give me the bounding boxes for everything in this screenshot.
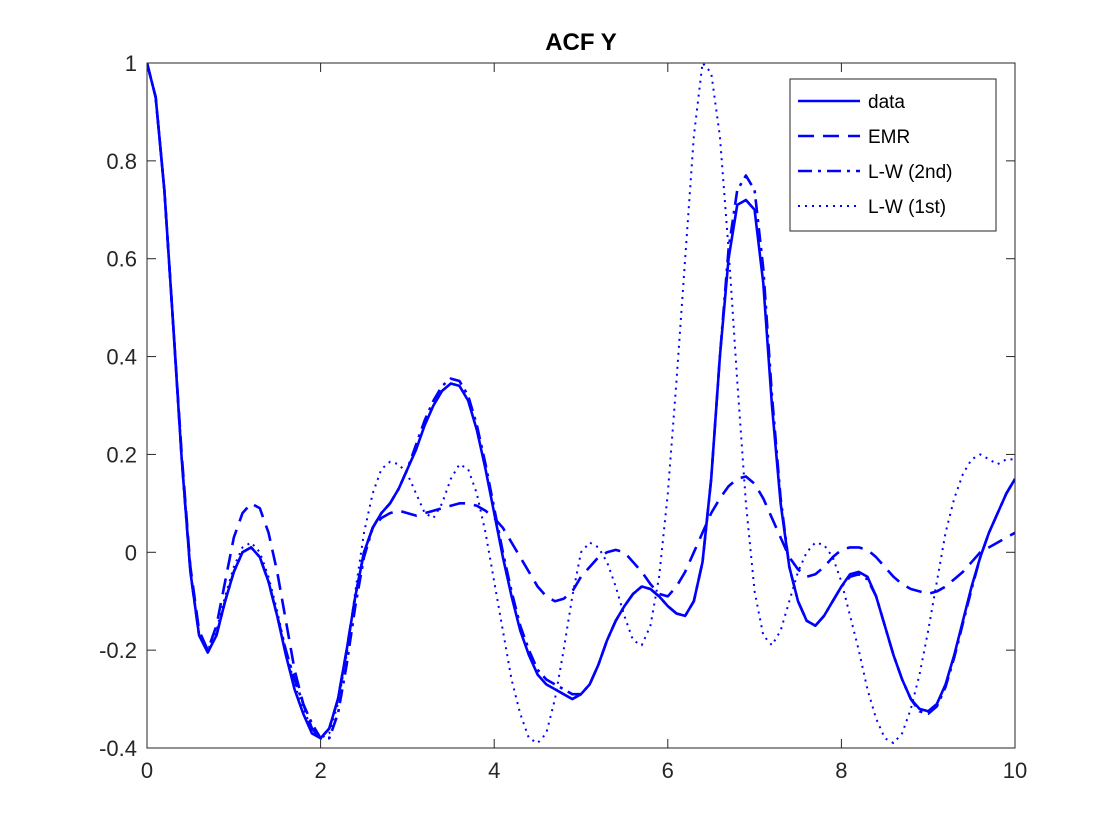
y-tick-label: -0.4: [99, 736, 137, 761]
x-tick-label: 2: [314, 758, 326, 783]
y-tick-label: 0.2: [106, 442, 137, 467]
legend: data EMR L-W (2nd) L-W (1st): [789, 78, 997, 232]
legend-label: L-W (2nd): [868, 162, 952, 183]
tick-labels-layer: 0 2 4 6 8 10 -0.4 -0.2 0 0.2 0.4 0.6 0.8 1: [99, 51, 1027, 783]
series-line-emr: [147, 63, 1015, 740]
legend-box: [789, 78, 997, 232]
y-tick-label: 1: [125, 51, 137, 76]
x-tick-label: 0: [141, 758, 153, 783]
legend-label: L-W (1st): [868, 197, 946, 218]
y-tick-label: 0.8: [106, 149, 137, 174]
legend-label: EMR: [868, 127, 910, 148]
x-tick-label: 8: [835, 758, 847, 783]
ticks-layer: [146, 62, 1016, 749]
y-tick-label: -0.2: [99, 638, 137, 663]
axes-box: [146, 62, 1016, 749]
series-layer: [147, 63, 1015, 745]
series-line-l-w-2nd: [147, 63, 1015, 740]
y-tick-label: 0.6: [106, 247, 137, 272]
x-tick-label: 4: [488, 758, 500, 783]
legend-items: data EMR L-W (2nd) L-W (1st): [798, 92, 952, 218]
y-tick-label: 0.4: [106, 345, 137, 370]
x-tick-label: 6: [662, 758, 674, 783]
series-line-l-w-1st: [147, 63, 1015, 745]
chart-title: ACF Y: [545, 29, 617, 56]
y-tick-label: 0: [125, 540, 137, 565]
legend-label: data: [868, 92, 905, 113]
x-tick-label: 10: [1003, 758, 1027, 783]
